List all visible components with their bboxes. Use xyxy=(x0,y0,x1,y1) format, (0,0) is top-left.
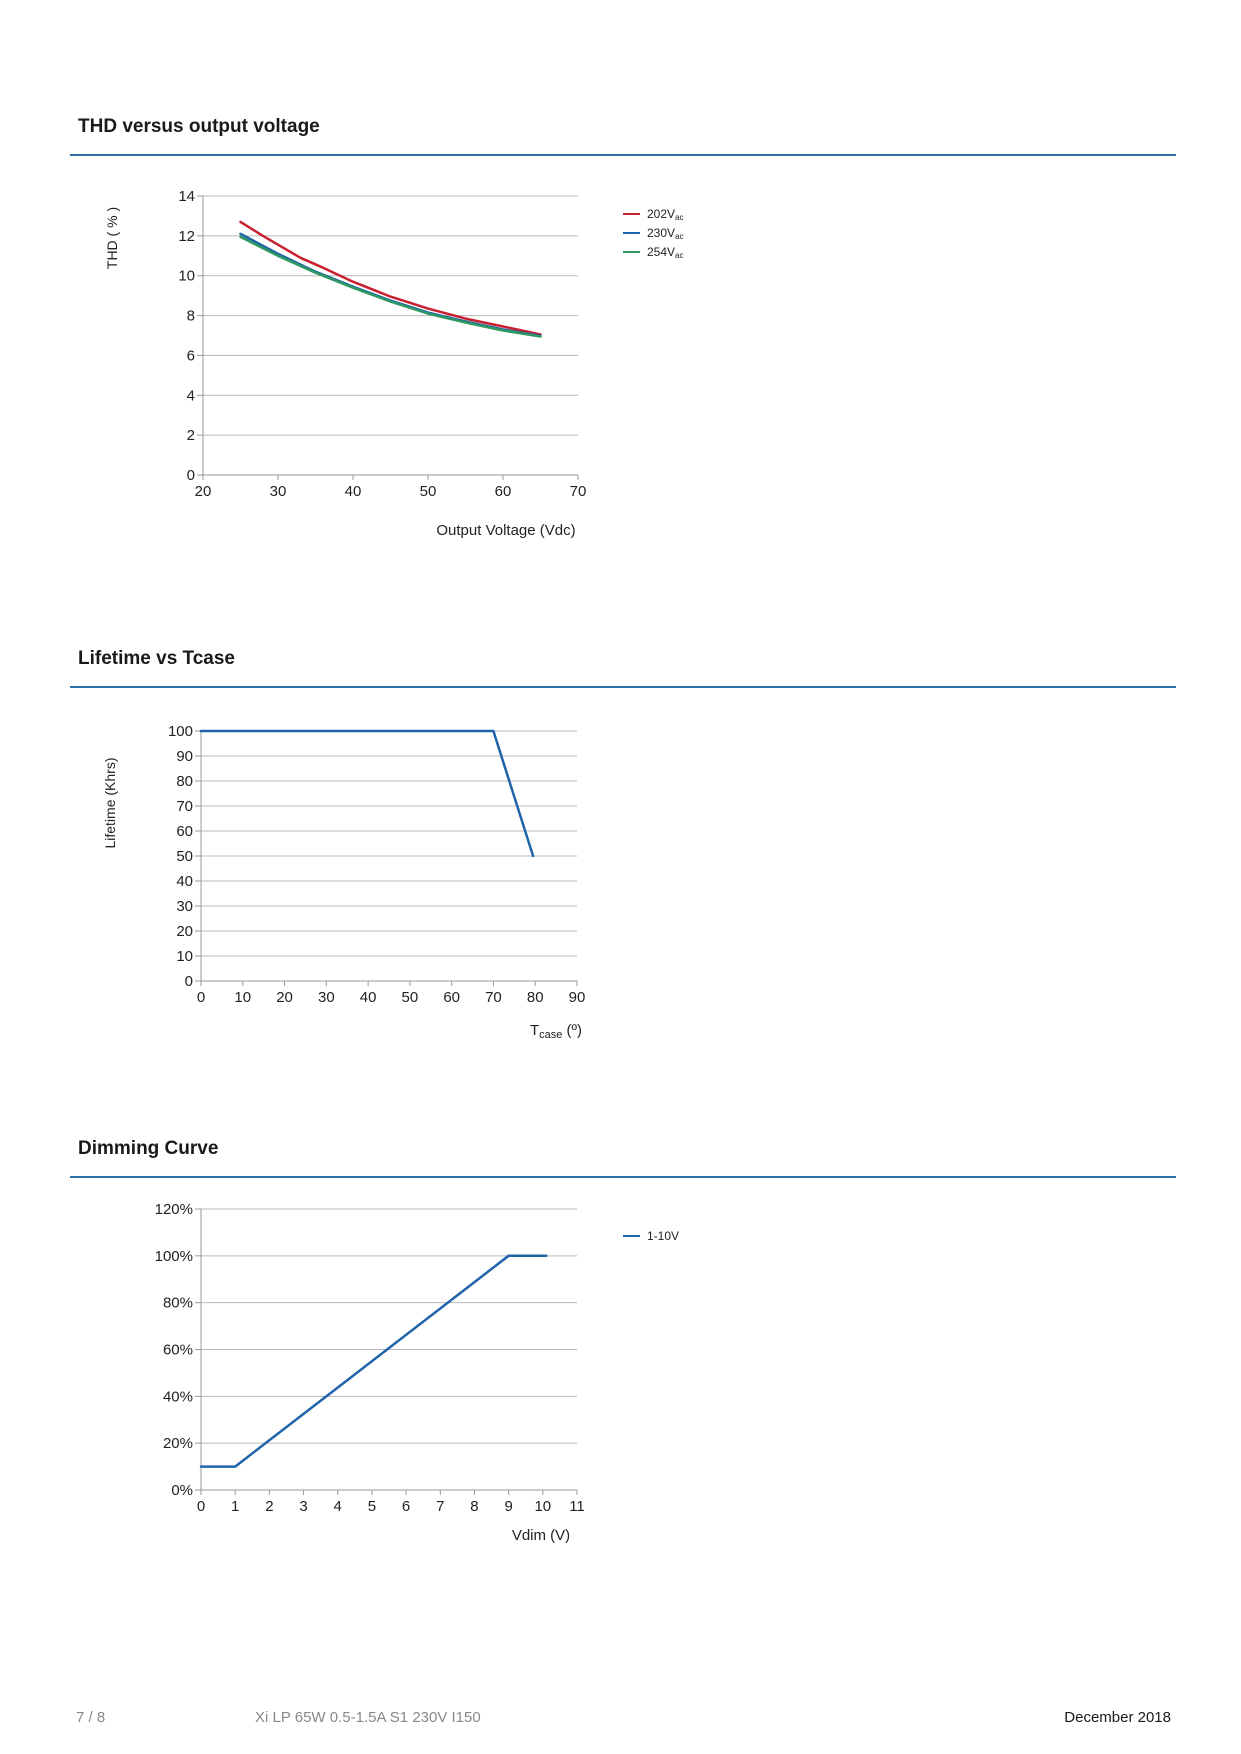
x-tick-label: 50 xyxy=(402,989,419,1006)
x-tick-label: 3 xyxy=(299,1498,307,1515)
x-tick-label: 40 xyxy=(360,989,377,1006)
legend-label-text: 254V xyxy=(647,245,675,259)
y-tick-label: 0% xyxy=(171,1482,193,1499)
x-tick-label: 50 xyxy=(420,483,437,500)
y-tick-label: 120% xyxy=(155,1201,193,1218)
x-axis-label-text: Vdim (V) xyxy=(512,1527,570,1544)
series-line-0 xyxy=(199,729,535,858)
x-tick-label: 11 xyxy=(569,1498,585,1515)
y-tick-label: 60 xyxy=(176,823,193,840)
x-tick-label: 60 xyxy=(443,989,460,1006)
thd-chart-title: THD versus output voltage xyxy=(78,116,320,137)
legend-label: 202Vac xyxy=(647,207,683,222)
dimming-chart: 0% 20% 40% 60% 80% 100% 120% 0 1 2 3 4 5 6 7 8 9 10 11 Vdim… xyxy=(155,1201,679,1544)
y-tick-label: 10 xyxy=(178,268,195,285)
dimming-chart-title: Dimming Curve xyxy=(78,1138,219,1159)
legend-label-text: 202V xyxy=(647,207,675,221)
y-tick-label: 50 xyxy=(176,848,193,865)
y-tick-label: 20% xyxy=(163,1435,193,1452)
x-tick-label: 8 xyxy=(470,1498,478,1515)
x-tick-label: 80 xyxy=(527,989,544,1006)
page-number: 7 / 8 xyxy=(76,1709,106,1726)
y-tick-label: 6 xyxy=(187,347,195,364)
y-tick-label: 0 xyxy=(187,467,195,484)
x-axis-label: Tcase (º) xyxy=(530,1022,582,1041)
y-axis-label: THD ( % ) xyxy=(104,207,120,269)
y-tick-label: 10 xyxy=(176,948,193,965)
y-tick-label: 100 xyxy=(168,723,193,740)
x-tick-label: 60 xyxy=(495,483,512,500)
document-date: December 2018 xyxy=(1064,1709,1171,1726)
product-name: Xi LP 65W 0.5-1.5A S1 230V I150 xyxy=(255,1709,481,1726)
x-tick-label: 0 xyxy=(197,1498,205,1515)
legend-label: 254Vac xyxy=(647,245,683,260)
legend-label-subscript: ac xyxy=(675,232,683,241)
x-axis-label: Vdim (V) xyxy=(512,1527,570,1544)
y-tick-label: 80% xyxy=(163,1295,193,1312)
x-tick-label: 7 xyxy=(436,1498,444,1515)
x-tick-label: 30 xyxy=(270,483,287,500)
y-axis-label: Lifetime (Khrs) xyxy=(102,757,118,848)
x-axis-label-unit: (º) xyxy=(562,1022,582,1039)
legend-label-subscript: ac xyxy=(675,251,683,260)
y-tick-label: 12 xyxy=(178,228,195,245)
legend-label: 230Vac xyxy=(647,226,683,241)
x-tick-label: 5 xyxy=(368,1498,376,1515)
y-tick-label: 80 xyxy=(176,773,193,790)
x-axis-label-subscript: case xyxy=(539,1029,562,1041)
y-tick-label: 0 xyxy=(185,973,193,990)
dimming-section-rule xyxy=(70,1176,1176,1178)
x-tick-label: 6 xyxy=(402,1498,410,1515)
x-tick-label: 20 xyxy=(276,989,293,1006)
x-tick-label: 10 xyxy=(534,1498,551,1515)
series-line-0 xyxy=(199,1254,548,1468)
x-tick-label: 4 xyxy=(334,1498,342,1515)
x-axis-label-text: Output Voltage (Vdc) xyxy=(436,522,575,539)
y-tick-label: 40 xyxy=(176,873,193,890)
y-tick-label: 90 xyxy=(176,748,193,765)
y-tick-label: 4 xyxy=(187,387,195,404)
y-tick-label: 100% xyxy=(155,1248,193,1265)
x-tick-label: 90 xyxy=(569,989,586,1006)
x-tick-label: 70 xyxy=(570,483,587,500)
y-tick-label: 30 xyxy=(176,898,193,915)
x-axis-label-text: T xyxy=(530,1022,539,1039)
legend-label-subscript: ac xyxy=(675,213,683,222)
lifetime-chart: 0 10 20 30 40 50 60 70 80 90 100 0 10 20 30 40 50 60 70 80 9… xyxy=(102,723,586,1041)
y-tick-label: 70 xyxy=(176,798,193,815)
x-tick-label: 30 xyxy=(318,989,335,1006)
y-tick-label: 60% xyxy=(163,1342,193,1359)
legend-label: 1-10V xyxy=(647,1229,679,1243)
series-line-0 xyxy=(239,220,542,336)
x-tick-label: 20 xyxy=(195,483,212,500)
y-tick-label: 20 xyxy=(176,923,193,940)
x-tick-label: 9 xyxy=(504,1498,512,1515)
x-axis-label: Output Voltage (Vdc) xyxy=(436,522,575,539)
x-tick-label: 0 xyxy=(197,989,205,1006)
lifetime-section-rule xyxy=(70,686,1176,688)
lifetime-chart-title: Lifetime vs Tcase xyxy=(78,648,236,669)
x-tick-label: 40 xyxy=(345,483,362,500)
x-tick-label: 70 xyxy=(485,989,502,1006)
thd-chart: 0 2 4 6 8 10 12 14 20 30 40 50 60 70 Output Voltage (V… xyxy=(104,188,683,539)
series-line-2 xyxy=(239,235,542,338)
x-tick-label: 1 xyxy=(231,1498,239,1515)
y-tick-label: 2 xyxy=(187,427,195,444)
y-tick-label: 40% xyxy=(163,1388,193,1405)
x-tick-label: 10 xyxy=(234,989,251,1006)
y-tick-label: 8 xyxy=(187,308,195,325)
legend-label-text: 1-10V xyxy=(647,1229,679,1243)
x-tick-label: 2 xyxy=(265,1498,273,1515)
legend-label-text: 230V xyxy=(647,226,675,240)
y-tick-label: 14 xyxy=(178,188,195,205)
thd-section-rule xyxy=(70,154,1176,156)
